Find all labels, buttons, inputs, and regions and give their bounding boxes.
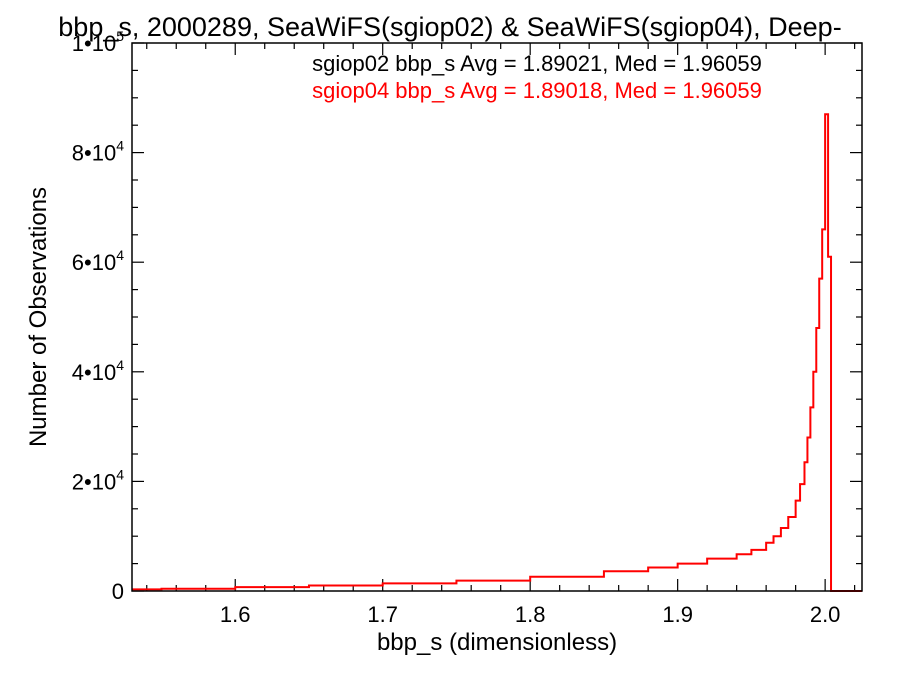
y-tick-label: 8•104 — [72, 138, 124, 166]
y-tick-label: 2•104 — [72, 466, 124, 494]
axis-ticks — [132, 42, 862, 592]
series-line — [132, 113, 862, 592]
y-tick-label: 4•104 — [72, 357, 124, 385]
axis-tick-labels: 1.6 1.7 1.8 1.9 2.0 0 2•104 4•104 6•104 8•104 1•10… — [72, 28, 841, 627]
x-axis-label: bbp_s (dimensionless) — [377, 629, 617, 656]
chart-title: bbp_s, 2000289, SeaWiFS(sgiop02) & SeaWi… — [58, 12, 841, 42]
x-tick-label: 1.7 — [367, 602, 398, 627]
x-tick-label: 1.9 — [662, 602, 693, 627]
y-axis-label: Number of Observations — [25, 187, 52, 447]
legend: sgiop02 bbp_s Avg = 1.89021, Med = 1.960… — [312, 51, 762, 103]
y-tick-label: 1•105 — [72, 28, 124, 56]
legend-entry: sgiop04 bbp_s Avg = 1.89018, Med = 1.960… — [312, 78, 762, 103]
y-tick-label: 6•104 — [72, 247, 124, 275]
x-tick-label: 2.0 — [810, 602, 841, 627]
x-tick-label: 1.8 — [515, 602, 546, 627]
legend-entry: sgiop02 bbp_s Avg = 1.89021, Med = 1.960… — [312, 51, 762, 76]
plot-frame — [131, 42, 863, 592]
x-tick-label: 1.6 — [220, 602, 251, 627]
y-tick-label: 0 — [112, 579, 124, 604]
